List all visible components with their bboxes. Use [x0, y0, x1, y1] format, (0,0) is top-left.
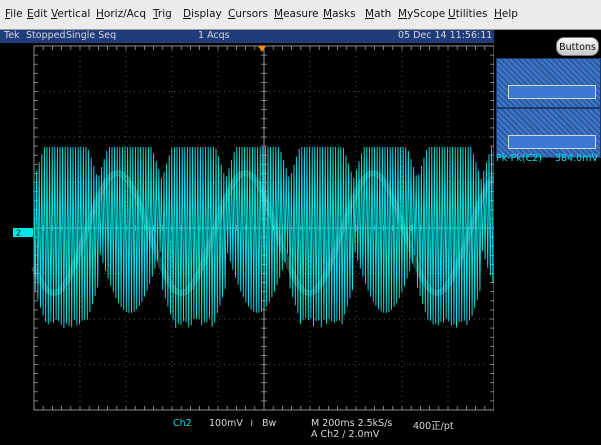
waveform-display[interactable]: 2	[0, 43, 494, 413]
bandwidth-limit-icon: ≀	[250, 418, 254, 429]
measurement-box-2-bar	[508, 135, 596, 149]
menu-vertical[interactable]: Vertical	[51, 8, 90, 20]
measurement-box-1[interactable]	[496, 58, 601, 108]
measurement-box-1-bar	[508, 85, 596, 99]
menu-myscope[interactable]: MyScope	[398, 8, 445, 20]
menu-measure[interactable]: Measure	[274, 8, 319, 20]
measurement-box-2[interactable]	[496, 108, 601, 158]
volts-per-div-readout[interactable]: 100mV	[209, 418, 243, 429]
date-time: 05 Dec 14 11:56:11	[398, 30, 492, 41]
brand-label: Tek	[4, 30, 20, 41]
menu-utilities[interactable]: Utilities	[448, 8, 488, 20]
channel-2-ground-marker[interactable]: 2	[13, 228, 33, 238]
menu-bar: File Edit Vertical Horiz/Acq Trig Displa…	[0, 0, 601, 30]
trigger-readout[interactable]: A Ch2 ∕ 2.0mV	[311, 429, 379, 440]
channel-readout[interactable]: Ch2	[173, 418, 192, 429]
menu-cursors[interactable]: Cursors	[228, 8, 268, 20]
acq-state: Stopped	[26, 30, 66, 41]
acq-mode: Single Seq	[66, 30, 116, 41]
menu-horiz-acq[interactable]: Horiz/Acq	[96, 8, 146, 20]
menu-help[interactable]: Help	[494, 8, 518, 20]
menu-math[interactable]: Math	[365, 8, 391, 20]
menu-display[interactable]: Display	[183, 8, 222, 20]
bandwidth-readout: Bw	[262, 418, 276, 429]
menu-trig[interactable]: Trig	[153, 8, 172, 20]
measurement-label: Pk-Pk(C2)	[496, 153, 542, 164]
acq-count: 1 Acqs	[198, 30, 230, 41]
menu-masks[interactable]: Masks	[323, 8, 356, 20]
points-readout: 400正/pt	[413, 418, 454, 432]
timebase-readout[interactable]: M 200ms 2.5kS/s	[311, 418, 392, 429]
channel-2-marker-label: 2	[16, 229, 21, 238]
measurement-value: 384.0mV	[555, 153, 598, 164]
menu-file[interactable]: File	[5, 8, 23, 20]
buttons-button[interactable]: Buttons	[556, 37, 599, 56]
menu-edit[interactable]: Edit	[27, 8, 47, 20]
